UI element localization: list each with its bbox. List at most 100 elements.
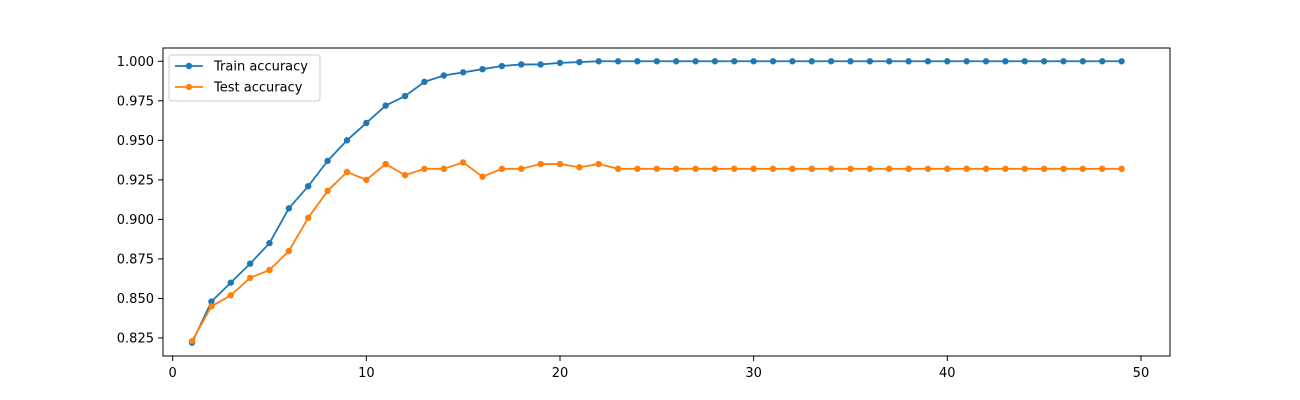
data-point: [324, 157, 331, 165]
data-point: [1040, 165, 1048, 172]
data-point: [285, 247, 293, 255]
data-point: [672, 165, 680, 172]
data-point: [479, 173, 486, 180]
data-point: [266, 239, 273, 247]
y-tick-label: 0.900: [117, 213, 154, 228]
x-tick-label: 50: [1133, 366, 1150, 381]
data-point: [498, 165, 506, 172]
data-point: [789, 165, 796, 172]
data-point: [576, 58, 583, 66]
data-point: [789, 58, 796, 65]
data-point: [556, 59, 564, 67]
x-tick-label: 30: [745, 366, 762, 381]
y-tick-label: 0.975: [117, 94, 154, 109]
data-point: [614, 165, 622, 172]
data-point: [827, 58, 835, 65]
plot-frame: [162, 47, 1171, 357]
data-point: [847, 58, 854, 65]
data-point: [614, 58, 622, 65]
data-point: [537, 61, 544, 68]
data-point: [208, 303, 215, 310]
data-point: [246, 260, 254, 267]
data-point: [963, 165, 970, 172]
data-point: [1099, 165, 1106, 172]
data-point: [440, 72, 447, 79]
data-point: [653, 165, 661, 172]
y-tick-label: 0.825: [117, 331, 154, 346]
y-tick-label: 1.000: [117, 55, 154, 70]
y-tick-label: 0.875: [117, 252, 154, 267]
data-point: [944, 58, 951, 65]
data-point: [769, 58, 777, 65]
data-point: [808, 58, 815, 65]
data-point: [692, 165, 699, 172]
data-point: [518, 61, 525, 68]
x-tick-label: 20: [552, 366, 569, 381]
y-tick-label: 0.925: [117, 173, 154, 188]
data-point: [1002, 58, 1009, 65]
data-point: [866, 58, 874, 65]
data-point: [401, 92, 409, 100]
data-point: [459, 69, 467, 76]
legend-marker: [185, 83, 193, 91]
data-point: [266, 266, 273, 274]
data-point: [982, 165, 990, 172]
data-point: [711, 58, 719, 65]
series-line-2: [191, 161, 1122, 342]
data-point: [924, 165, 932, 172]
data-point: [421, 165, 428, 172]
data-point: [363, 176, 370, 184]
data-point: [1060, 58, 1067, 65]
legend-box: [168, 54, 321, 102]
data-point: [382, 160, 389, 168]
data-point: [1060, 165, 1067, 172]
data-point: [459, 159, 467, 166]
legend-label: Train accuracy: [213, 60, 308, 75]
data-point: [343, 137, 351, 144]
data-point: [363, 119, 370, 127]
data-point: [731, 58, 738, 65]
data-point: [905, 58, 912, 65]
data-point: [285, 205, 293, 212]
data-point: [808, 165, 815, 172]
data-point: [1079, 165, 1087, 172]
data-point: [750, 165, 757, 172]
data-point: [305, 182, 312, 190]
data-point: [672, 58, 680, 65]
legend-label: Test accuracy: [213, 81, 303, 96]
x-tick-label: 0: [169, 366, 177, 381]
data-point: [886, 165, 893, 172]
data-point: [227, 292, 234, 299]
legend-marker: [185, 62, 193, 70]
data-point: [208, 298, 215, 305]
data-point: [847, 165, 854, 172]
data-point: [188, 337, 196, 345]
x-tick-label: 10: [358, 366, 375, 381]
data-point: [556, 160, 564, 168]
data-point: [382, 102, 389, 109]
data-point: [246, 274, 254, 282]
data-point: [1118, 165, 1125, 172]
data-point: [827, 165, 835, 172]
data-point: [595, 160, 602, 168]
data-point: [401, 171, 409, 179]
data-point: [576, 164, 583, 171]
data-point: [595, 58, 602, 65]
data-point: [905, 165, 912, 172]
data-point: [692, 58, 699, 65]
data-point: [1002, 165, 1009, 172]
data-point: [1040, 58, 1048, 65]
data-point: [421, 78, 428, 86]
data-point: [924, 58, 932, 65]
data-point: [769, 165, 777, 172]
y-tick-label: 0.850: [117, 292, 154, 307]
data-point: [1021, 58, 1028, 65]
data-point: [1118, 58, 1125, 65]
x-tick-label: 40: [939, 366, 956, 381]
data-point: [653, 58, 661, 65]
data-point: [634, 58, 641, 65]
data-point: [537, 160, 544, 168]
series-line-1: [191, 60, 1122, 344]
data-point: [944, 165, 951, 172]
